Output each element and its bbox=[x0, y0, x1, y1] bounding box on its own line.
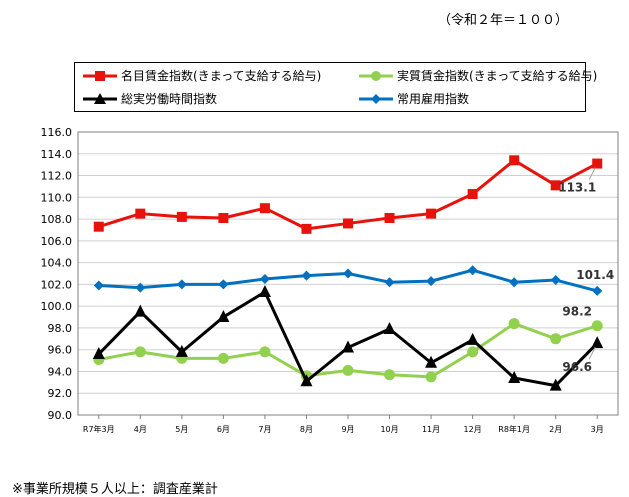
x-tick-label: 9月 bbox=[341, 425, 354, 434]
legend-swatch-triangle-icon bbox=[83, 92, 117, 104]
data-point-triangle bbox=[591, 336, 604, 349]
y-tick-label: 100.0 bbox=[41, 300, 73, 313]
data-point-square bbox=[93, 221, 104, 232]
data-point-triangle bbox=[300, 374, 313, 387]
x-tick-label: 4月 bbox=[134, 425, 147, 434]
x-tick-label: 2月 bbox=[549, 425, 562, 434]
x-tick-label: 12月 bbox=[464, 425, 482, 434]
data-point-circle bbox=[384, 369, 396, 381]
data-point-circle bbox=[342, 364, 354, 376]
y-tick-label: 98.0 bbox=[48, 322, 73, 335]
data-point-triangle bbox=[466, 332, 479, 345]
data-point-diamond bbox=[93, 280, 104, 291]
x-tick-label: 10月 bbox=[380, 425, 398, 434]
legend-item-working-hours: 総実労働時間指数 bbox=[81, 90, 217, 107]
data-point-triangle bbox=[217, 310, 230, 323]
data-point-circle bbox=[134, 346, 146, 358]
data-point-square bbox=[259, 203, 270, 214]
y-tick-label: 112.0 bbox=[41, 170, 73, 183]
line-chart: 90.0 92.0 94.0 96.0 98.0 100.0 102.0 104.0 106.0… bbox=[41, 126, 619, 434]
y-tick-label: 116.0 bbox=[41, 126, 73, 139]
x-tick-label: R8年1月 bbox=[498, 424, 530, 434]
legend-item-nominal-wage: 名目賃金指数(きまって支給する給与) bbox=[81, 67, 321, 84]
data-point-circle bbox=[425, 371, 437, 383]
legend-item-employment: 常用雇用指数 bbox=[357, 90, 469, 107]
x-tick-label: R7年3月 bbox=[83, 424, 115, 434]
annotation-leader bbox=[588, 346, 596, 360]
data-point-triangle bbox=[258, 285, 271, 298]
legend-label-nominal-wage: 名目賃金指数(きまって支給する給与) bbox=[121, 69, 322, 83]
data-point-triangle bbox=[175, 344, 188, 357]
data-point-triangle bbox=[92, 347, 105, 360]
data-point-triangle bbox=[425, 355, 438, 368]
data-point-circle bbox=[591, 320, 603, 332]
x-tick-label: 6月 bbox=[217, 425, 230, 434]
data-point-diamond bbox=[301, 270, 312, 281]
data-point-square bbox=[509, 155, 520, 166]
data-point-square bbox=[301, 223, 312, 234]
chart-legend: 名目賃金指数(きまって支給する給与) 実質賃金指数(きまって支給する給与) 総実… bbox=[74, 62, 597, 112]
data-point-square bbox=[218, 212, 229, 223]
data-label: 101.4 bbox=[576, 268, 614, 282]
unit-note: （令和２年＝１００） bbox=[438, 13, 569, 28]
data-point-square bbox=[592, 158, 603, 169]
data-point-diamond bbox=[343, 268, 353, 279]
data-point-triangle bbox=[508, 370, 521, 383]
x-tick-label: 8月 bbox=[300, 425, 313, 434]
data-label: 96.6 bbox=[562, 360, 592, 374]
data-point-diamond bbox=[426, 276, 437, 287]
data-label: 113.1 bbox=[558, 181, 596, 195]
y-tick-label: 102.0 bbox=[41, 278, 73, 291]
data-point-diamond bbox=[259, 273, 270, 284]
data-point-diamond bbox=[592, 285, 603, 296]
y-tick-label: 110.0 bbox=[41, 191, 73, 204]
legend-swatch-diamond-icon bbox=[359, 93, 393, 104]
y-tick-label: 92.0 bbox=[48, 387, 73, 400]
data-point-circle bbox=[259, 346, 271, 358]
data-point-square bbox=[176, 211, 187, 222]
x-tick-label: 11月 bbox=[422, 425, 440, 434]
legend-item-real-wage: 実質賃金指数(きまって支給する給与) bbox=[357, 67, 597, 84]
y-tick-label: 106.0 bbox=[41, 235, 73, 248]
data-point-diamond bbox=[218, 279, 229, 290]
data-point-diamond bbox=[467, 265, 478, 276]
data-point-square bbox=[426, 208, 437, 219]
data-point-square bbox=[135, 208, 146, 219]
y-tick-label: 90.0 bbox=[48, 409, 73, 422]
data-point-circle bbox=[467, 346, 479, 358]
data-point-triangle bbox=[549, 378, 562, 391]
legend-label-working-hours: 総実労働時間指数 bbox=[121, 92, 218, 106]
data-point-diamond bbox=[384, 277, 395, 288]
y-tick-label: 104.0 bbox=[41, 257, 73, 270]
x-tick-label: 3月 bbox=[591, 425, 604, 434]
data-point-diamond bbox=[135, 282, 146, 293]
data-point-diamond bbox=[176, 279, 187, 290]
data-point-diamond bbox=[509, 277, 520, 288]
y-tick-label: 96.0 bbox=[48, 344, 73, 357]
data-point-square bbox=[550, 180, 561, 191]
y-tick-label: 94.0 bbox=[48, 365, 73, 378]
y-tick-label: 114.0 bbox=[41, 148, 73, 161]
data-point-triangle bbox=[383, 322, 396, 335]
legend-label-employment: 常用雇用指数 bbox=[397, 92, 470, 106]
annotation-leader bbox=[588, 167, 596, 180]
data-point-square bbox=[343, 218, 353, 229]
x-tick-label: 5月 bbox=[175, 425, 188, 434]
legend-label-real-wage: 実質賃金指数(きまって支給する給与) bbox=[397, 69, 598, 83]
data-point-triangle bbox=[342, 340, 354, 353]
data-point-diamond bbox=[550, 275, 561, 286]
data-point-circle bbox=[217, 352, 229, 364]
legend-swatch-circle-icon bbox=[359, 70, 393, 81]
data-point-square bbox=[467, 189, 478, 200]
data-label: 98.2 bbox=[562, 305, 592, 319]
data-point-triangle bbox=[134, 304, 147, 317]
x-tick-label: 7月 bbox=[258, 425, 271, 434]
footnote: ※事業所規模５人以上：調査産業計 bbox=[12, 482, 218, 497]
data-point-circle bbox=[550, 333, 562, 345]
data-point-circle bbox=[508, 318, 520, 330]
y-tick-label: 108.0 bbox=[41, 213, 73, 226]
data-point-square bbox=[384, 212, 395, 223]
legend-swatch-square-icon bbox=[83, 70, 117, 81]
